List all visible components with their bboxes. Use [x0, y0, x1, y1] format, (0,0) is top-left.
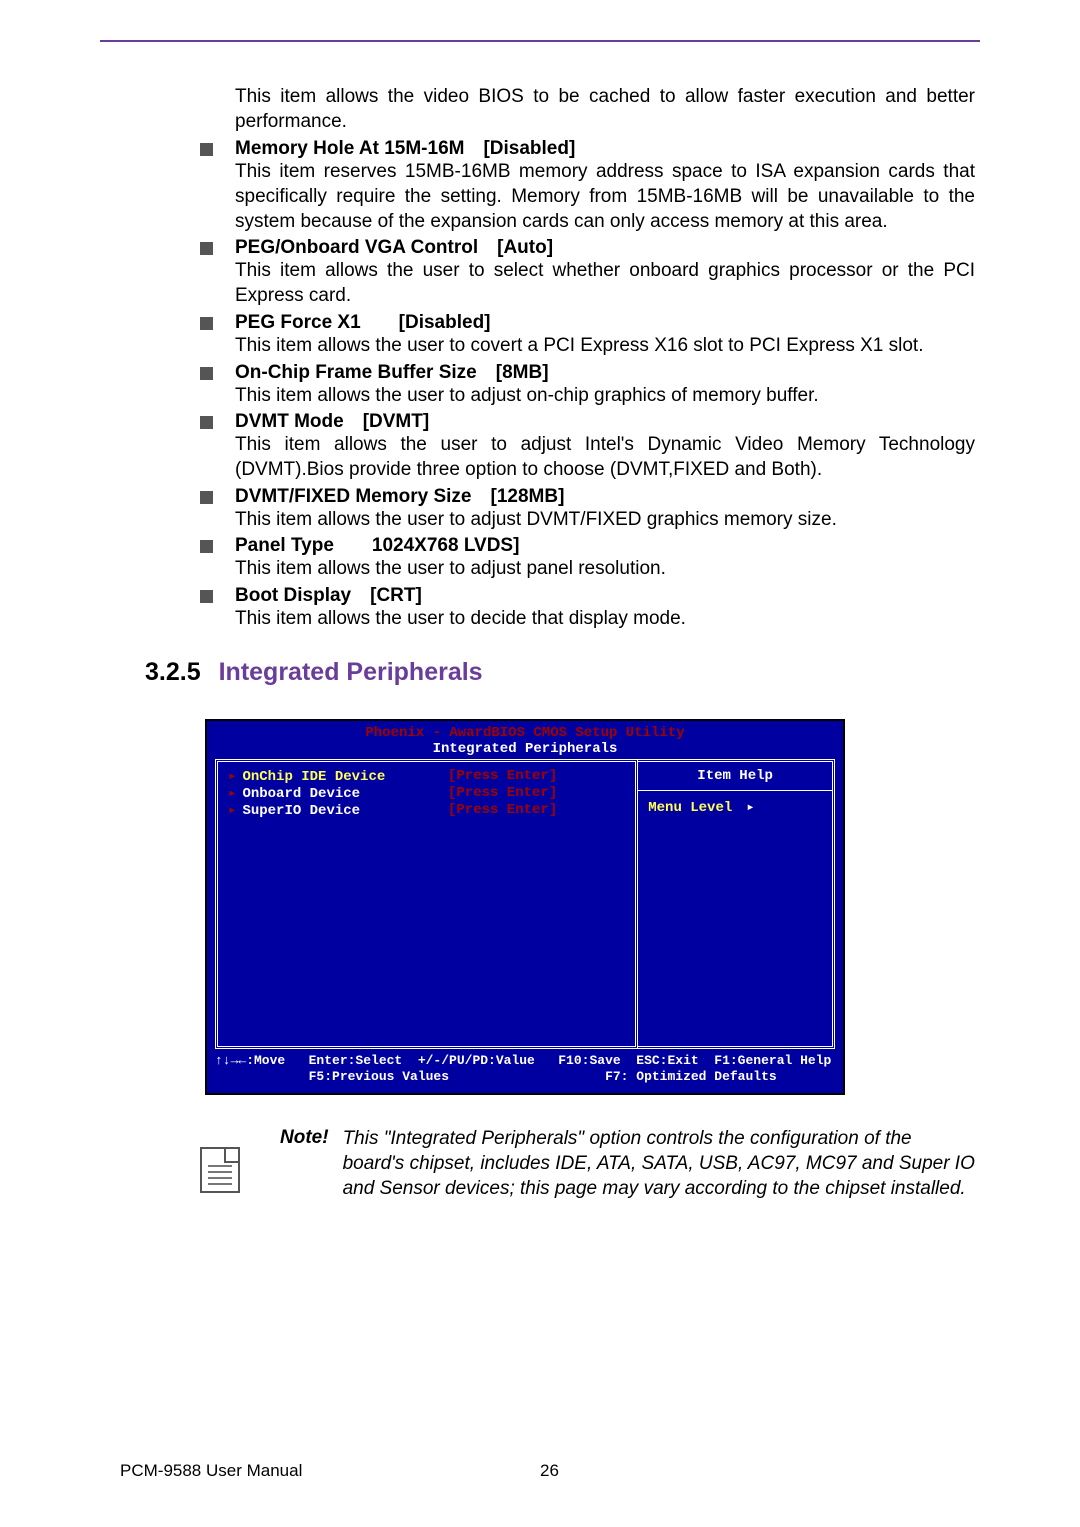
item-desc: This item allows the user to adjust on-c…	[235, 384, 975, 409]
bios-row-value: [Press Enter]	[448, 785, 557, 802]
item-title: On-Chip Frame Buffer Size [8MB]	[235, 362, 549, 384]
bios-left-panel: ▸ OnChip IDE Device [Press Enter] ▸ Onboar…	[215, 759, 638, 1049]
bios-header: Phoenix - AwardBIOS CMOS Setup Utility I…	[207, 721, 843, 759]
item-desc: This item allows the user to adjust pane…	[235, 557, 975, 582]
item-title: Panel Type 1024X768 LVDS]	[235, 535, 519, 557]
bios-menu-level: Menu Level ▸	[638, 791, 832, 824]
item-peg-force-x1: PEG Force X1 [Disabled]	[215, 312, 975, 334]
item-framebuffer: On-Chip Frame Buffer Size [8MB]	[215, 362, 975, 384]
note-label: Note!	[280, 1127, 329, 1201]
bios-title-1: Phoenix - AwardBIOS CMOS Setup Utility	[207, 725, 843, 741]
item-title: PEG/Onboard VGA Control [Auto]	[235, 237, 553, 259]
bios-menu-level-text: Menu Level	[648, 800, 732, 816]
note-block: Note! This "Integrated Peripherals" opti…	[200, 1127, 975, 1201]
bios-row-label: SuperIO Device	[242, 803, 360, 819]
bios-help-panel: Item Help Menu Level ▸	[638, 759, 835, 1049]
section-heading: 3.2.5 Integrated Peripherals	[145, 658, 975, 687]
top-rule	[100, 40, 980, 42]
bullet-icon	[200, 143, 213, 156]
bullet-icon	[200, 242, 213, 255]
triangle-icon: ▸	[746, 800, 754, 816]
item-boot-display: Boot Display [CRT]	[215, 585, 975, 607]
item-desc: This item allows the user to decide that…	[235, 607, 975, 632]
bios-row-label: Onboard Device	[242, 786, 360, 802]
item-title: DVMT/FIXED Memory Size [128MB]	[235, 486, 564, 508]
note-icon	[200, 1147, 240, 1193]
bios-row-value: [Press Enter]	[448, 768, 557, 785]
item-dvmt-fixed: DVMT/FIXED Memory Size [128MB]	[215, 486, 975, 508]
item-desc: This item allows the user to select whet…	[235, 259, 975, 308]
item-title: PEG Force X1 [Disabled]	[235, 312, 491, 334]
triangle-icon: ▸	[228, 803, 236, 819]
note-body: This "Integrated Peripherals" option con…	[343, 1128, 975, 1198]
bullet-icon	[200, 590, 213, 603]
item-panel-type: Panel Type 1024X768 LVDS]	[215, 535, 975, 557]
item-memory-hole: Memory Hole At 15M-16M [Disabled]	[215, 138, 975, 160]
bios-row-superio[interactable]: ▸ SuperIO Device [Press Enter]	[228, 802, 625, 819]
section-number: 3.2.5	[145, 658, 201, 686]
item-desc: This item reserves 15MB-16MB memory addr…	[235, 160, 975, 234]
item-peg-vga: PEG/Onboard VGA Control [Auto]	[215, 237, 975, 259]
bullet-icon	[200, 317, 213, 330]
item-desc: This item allows the user to adjust Inte…	[235, 433, 975, 482]
bullet-icon	[200, 540, 213, 553]
triangle-icon: ▸	[228, 769, 236, 785]
footer-page-number: 26	[540, 1461, 559, 1481]
note-text: Note! This "Integrated Peripherals" opti…	[280, 1127, 975, 1201]
item-title: DVMT Mode [DVMT]	[235, 411, 429, 433]
note-icon-wrap	[200, 1127, 280, 1193]
section-title: Integrated Peripherals	[219, 658, 483, 686]
bios-row-value: [Press Enter]	[448, 802, 557, 819]
bios-row-onboard[interactable]: ▸ Onboard Device [Press Enter]	[228, 785, 625, 802]
page-footer: PCM-9588 User Manual 26	[120, 1461, 980, 1481]
bios-screenshot: Phoenix - AwardBIOS CMOS Setup Utility I…	[205, 719, 845, 1096]
bios-foot-line1: ↑↓→←:Move Enter:Select +/-/PU/PD:Value F…	[215, 1053, 835, 1069]
triangle-icon: ▸	[228, 786, 236, 802]
item-desc: This item allows the user to adjust DVMT…	[235, 508, 975, 533]
bullet-icon	[200, 416, 213, 429]
item-dvmt-mode: DVMT Mode [DVMT]	[215, 411, 975, 433]
bios-body: ▸ OnChip IDE Device [Press Enter] ▸ Onboar…	[215, 759, 835, 1049]
intro-text: This item allows the video BIOS to be ca…	[235, 85, 975, 134]
bios-foot-line2: F5:Previous Values F7: Optimized Default…	[215, 1069, 835, 1085]
content-area: This item allows the video BIOS to be ca…	[215, 85, 975, 1201]
item-title: Boot Display [CRT]	[235, 585, 422, 607]
bios-row-label: OnChip IDE Device	[242, 769, 385, 785]
bios-help-title: Item Help	[638, 762, 832, 790]
bios-footer: ↑↓→←:Move Enter:Select +/-/PU/PD:Value F…	[207, 1049, 843, 1094]
item-desc: This item allows the user to covert a PC…	[235, 334, 975, 359]
bios-title-2: Integrated Peripherals	[207, 741, 843, 757]
bullet-icon	[200, 367, 213, 380]
bullet-icon	[200, 491, 213, 504]
bios-row-onchip-ide[interactable]: ▸ OnChip IDE Device [Press Enter]	[228, 768, 625, 785]
item-title: Memory Hole At 15M-16M [Disabled]	[235, 138, 575, 160]
footer-manual: PCM-9588 User Manual	[120, 1461, 302, 1480]
